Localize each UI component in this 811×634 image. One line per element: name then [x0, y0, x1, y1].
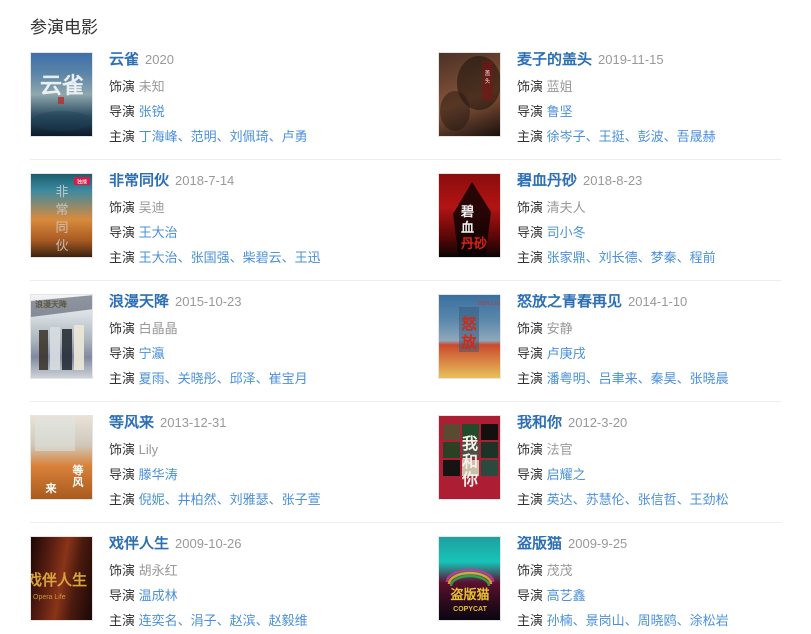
svg-text:云雀: 云雀 [40, 73, 84, 98]
svg-text:风: 风 [73, 475, 84, 489]
svg-text:和: 和 [462, 452, 478, 471]
svg-text:怒: 怒 [461, 315, 476, 333]
svg-text:放: 放 [460, 333, 477, 351]
svg-text:来: 来 [45, 481, 58, 495]
svg-text:等: 等 [72, 463, 84, 477]
svg-text:碧: 碧 [460, 204, 474, 219]
svg-text:伙: 伙 [55, 238, 68, 253]
svg-text:你: 你 [461, 470, 478, 489]
svg-text:COPYCAT: COPYCAT [453, 606, 487, 613]
svg-text:血: 血 [461, 220, 474, 235]
svg-text:盖: 盖 [485, 69, 491, 77]
svg-text:2014.1.10: 2014.1.10 [478, 301, 500, 307]
svg-text:非: 非 [55, 184, 68, 199]
svg-text:同: 同 [55, 220, 68, 235]
svg-text:丹砂: 丹砂 [461, 236, 487, 251]
svg-text:独播: 独播 [77, 179, 87, 186]
svg-text:常: 常 [55, 202, 68, 217]
svg-text:头: 头 [485, 77, 491, 85]
svg-text:盗版猫: 盗版猫 [450, 587, 489, 602]
svg-text:我: 我 [462, 434, 478, 453]
svg-text:戏伴人生: 戏伴人生 [31, 571, 87, 589]
svg-text:Opera Life: Opera Life [33, 594, 66, 601]
